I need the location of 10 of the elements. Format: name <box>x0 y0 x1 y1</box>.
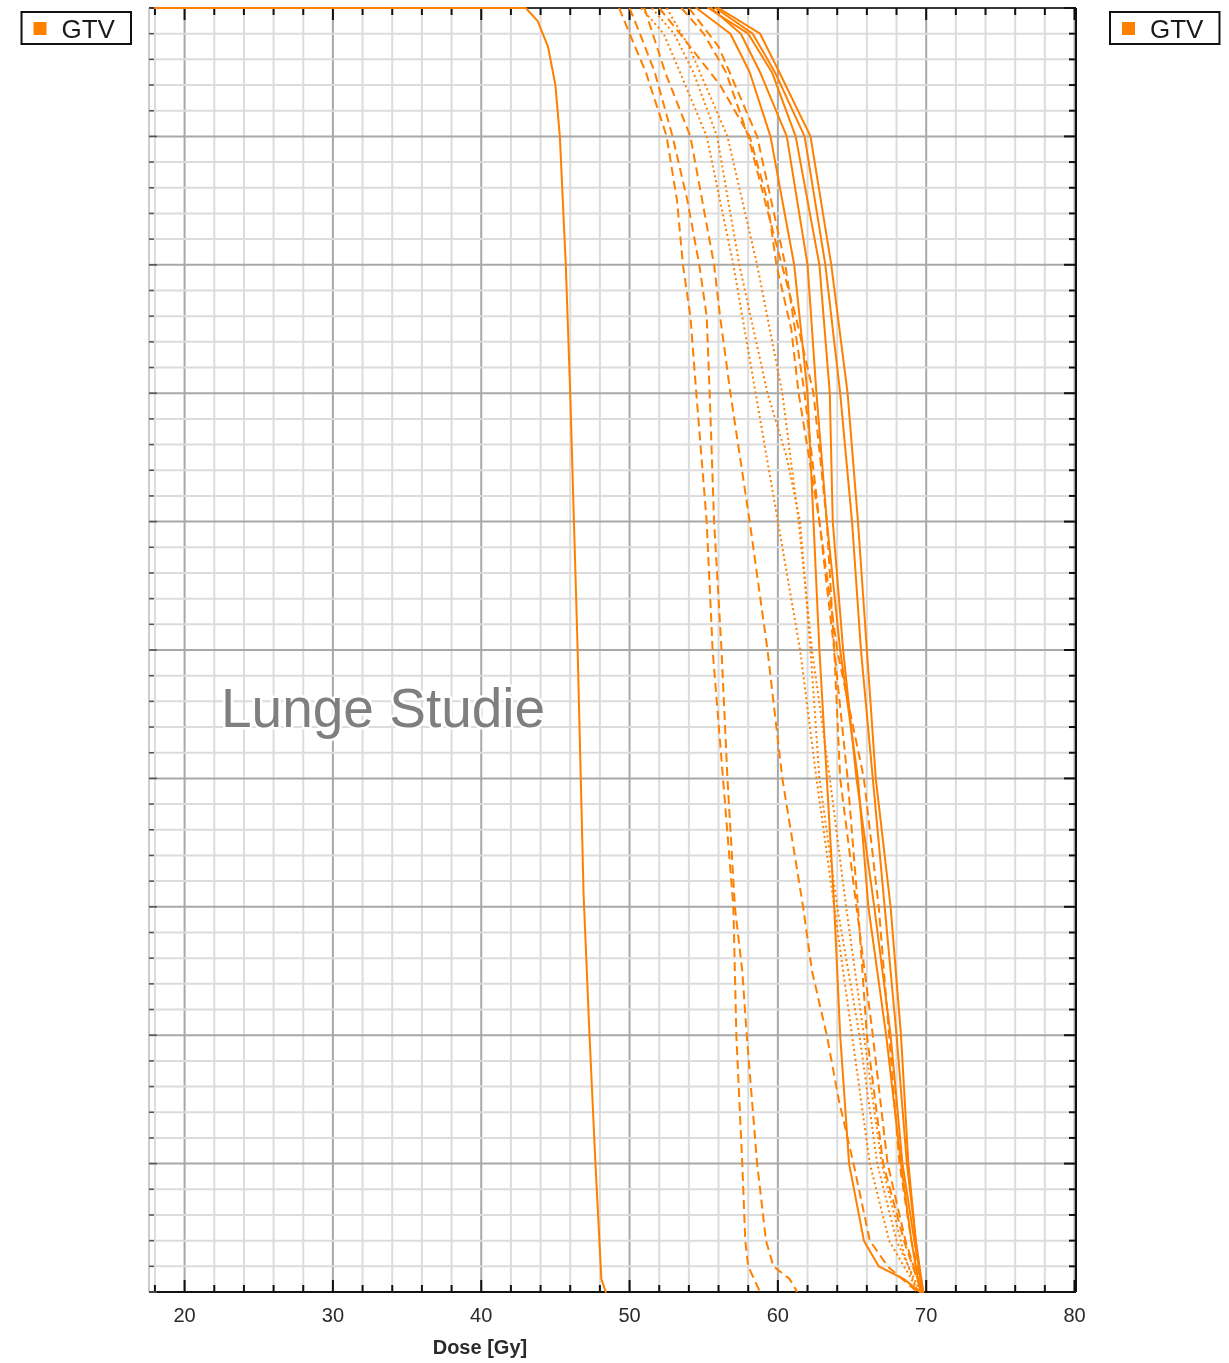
x-tick-label: 20 <box>173 1304 196 1326</box>
x-tick-label: 50 <box>618 1304 641 1326</box>
text: GTV <box>1150 14 1204 44</box>
x-tick-label: 40 <box>470 1304 493 1326</box>
x-tick-label: 60 <box>766 1304 789 1326</box>
x-axis-title: Dose [Gy] <box>432 1336 528 1358</box>
x-tick-label: 70 <box>915 1304 938 1326</box>
x-tick-label: 30 <box>321 1304 345 1326</box>
x-tick-label: 80 <box>1063 1304 1086 1326</box>
legend-label: GTV <box>61 14 116 44</box>
